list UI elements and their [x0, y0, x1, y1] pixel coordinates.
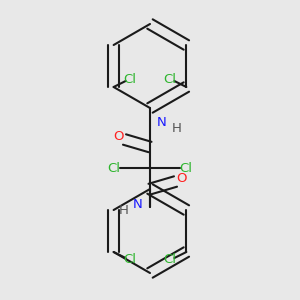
Text: Cl: Cl — [107, 161, 121, 175]
Text: Cl: Cl — [124, 253, 136, 266]
Text: Cl: Cl — [124, 73, 136, 86]
Text: N: N — [157, 116, 167, 130]
Text: H: H — [119, 203, 128, 217]
Text: Cl: Cl — [164, 253, 176, 266]
Text: O: O — [176, 172, 187, 185]
Text: Cl: Cl — [179, 161, 193, 175]
Text: N: N — [133, 197, 143, 211]
Text: Cl: Cl — [164, 73, 176, 86]
Text: O: O — [113, 130, 124, 143]
Text: H: H — [172, 122, 181, 136]
